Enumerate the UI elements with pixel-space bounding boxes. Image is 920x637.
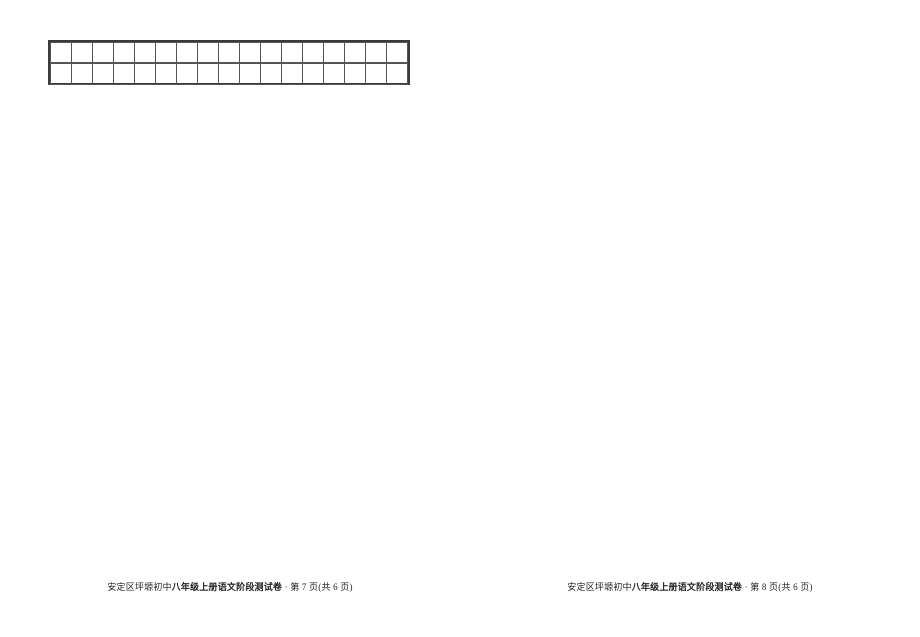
grid-cell xyxy=(282,43,303,63)
grid-cell xyxy=(345,43,366,63)
grid-cell xyxy=(114,43,135,63)
grid-cell xyxy=(261,63,282,85)
grid-cell xyxy=(51,43,72,63)
left-page: 安定区坪塬初中八年级上册语文阶段测试卷 · 第 7 页(共 6 页) xyxy=(0,0,460,637)
grid-cell xyxy=(114,63,135,85)
grid-cell xyxy=(240,63,261,85)
grid-cell xyxy=(261,43,282,63)
footer-left-prefix: 安定区坪塬初中 xyxy=(107,582,171,592)
grid-cell xyxy=(324,43,345,63)
grid-cell xyxy=(219,43,240,63)
grid-cell xyxy=(51,63,72,85)
grid-cell xyxy=(177,43,198,63)
footer-left-title: 八年级上册语文阶段测试卷 xyxy=(172,582,282,592)
page-container: 安定区坪塬初中八年级上册语文阶段测试卷 · 第 7 页(共 6 页) 安定区坪塬… xyxy=(0,0,920,637)
grid-cell xyxy=(282,63,303,85)
grid-cell xyxy=(240,43,261,63)
grid-cell xyxy=(366,43,387,63)
right-page: 安定区坪塬初中八年级上册语文阶段测试卷 · 第 8 页(共 6 页) xyxy=(460,0,920,637)
grid-cell xyxy=(177,63,198,85)
grid-cell xyxy=(219,63,240,85)
grid-cell xyxy=(135,63,156,85)
grid-cell xyxy=(72,63,93,85)
grid-cell xyxy=(387,43,408,63)
footer-left-dot: · xyxy=(285,582,288,592)
grid-cell xyxy=(345,63,366,85)
footer-right-prefix: 安定区坪塬初中 xyxy=(567,582,631,592)
footer-right-page: 第 8 页(共 6 页) xyxy=(750,582,812,592)
grid-cell xyxy=(198,63,219,85)
footer-left: 安定区坪塬初中八年级上册语文阶段测试卷 · 第 7 页(共 6 页) xyxy=(0,580,460,593)
grid-cell xyxy=(303,63,324,85)
footer-left-page: 第 7 页(共 6 页) xyxy=(290,582,352,592)
grid-cell xyxy=(135,43,156,63)
footer-right: 安定区坪塬初中八年级上册语文阶段测试卷 · 第 8 页(共 6 页) xyxy=(460,580,920,593)
grid-cell xyxy=(156,43,177,63)
footer-right-dot: · xyxy=(745,582,748,592)
grid-cell xyxy=(72,43,93,63)
footer-right-title: 八年级上册语文阶段测试卷 xyxy=(632,582,742,592)
grid-cell xyxy=(198,43,219,63)
grid-cell xyxy=(93,43,114,63)
grid-cell xyxy=(387,63,408,85)
answer-grid xyxy=(48,40,410,85)
grid-cell xyxy=(366,63,387,85)
grid-cell xyxy=(156,63,177,85)
grid-cell xyxy=(93,63,114,85)
grid-cell xyxy=(303,43,324,63)
grid-cell xyxy=(324,63,345,85)
